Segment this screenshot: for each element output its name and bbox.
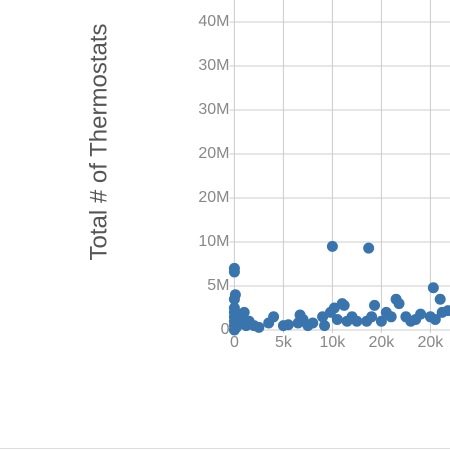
y-tick-label: 30M (198, 101, 229, 118)
point (393, 298, 405, 310)
x-tick-label: 0 (230, 334, 239, 351)
x-tick-label: 20k (369, 334, 396, 351)
y-axis-label: Total # of Thermostats (85, 24, 112, 261)
point (427, 282, 439, 294)
point (253, 321, 265, 333)
y-tick-label: 5M (207, 277, 229, 294)
point (415, 308, 427, 320)
y-tick-label: 20M (198, 189, 229, 206)
point (282, 319, 294, 331)
point (442, 305, 450, 317)
y-tick-label: 40M (198, 13, 229, 30)
point (229, 289, 241, 301)
point (319, 320, 331, 332)
y-tick-label: 0 (221, 321, 230, 338)
point (434, 293, 446, 305)
point (351, 315, 363, 327)
point (363, 242, 375, 254)
y-tick-label: 10M (198, 233, 229, 250)
x-tick-label: 20k (418, 334, 445, 351)
y-tick-label: 30M (198, 57, 229, 74)
point (326, 240, 338, 252)
point (375, 315, 387, 327)
point (338, 299, 350, 311)
point (307, 317, 319, 329)
x-tick-label: 10k (320, 334, 347, 351)
point (366, 311, 378, 323)
point (369, 299, 381, 311)
point (429, 313, 441, 325)
x-tick-label: 5k (275, 334, 293, 351)
point (331, 313, 343, 325)
y-tick-label: 20M (198, 145, 229, 162)
point (268, 311, 280, 323)
point (385, 311, 397, 323)
point (228, 266, 240, 278)
point (238, 306, 250, 318)
